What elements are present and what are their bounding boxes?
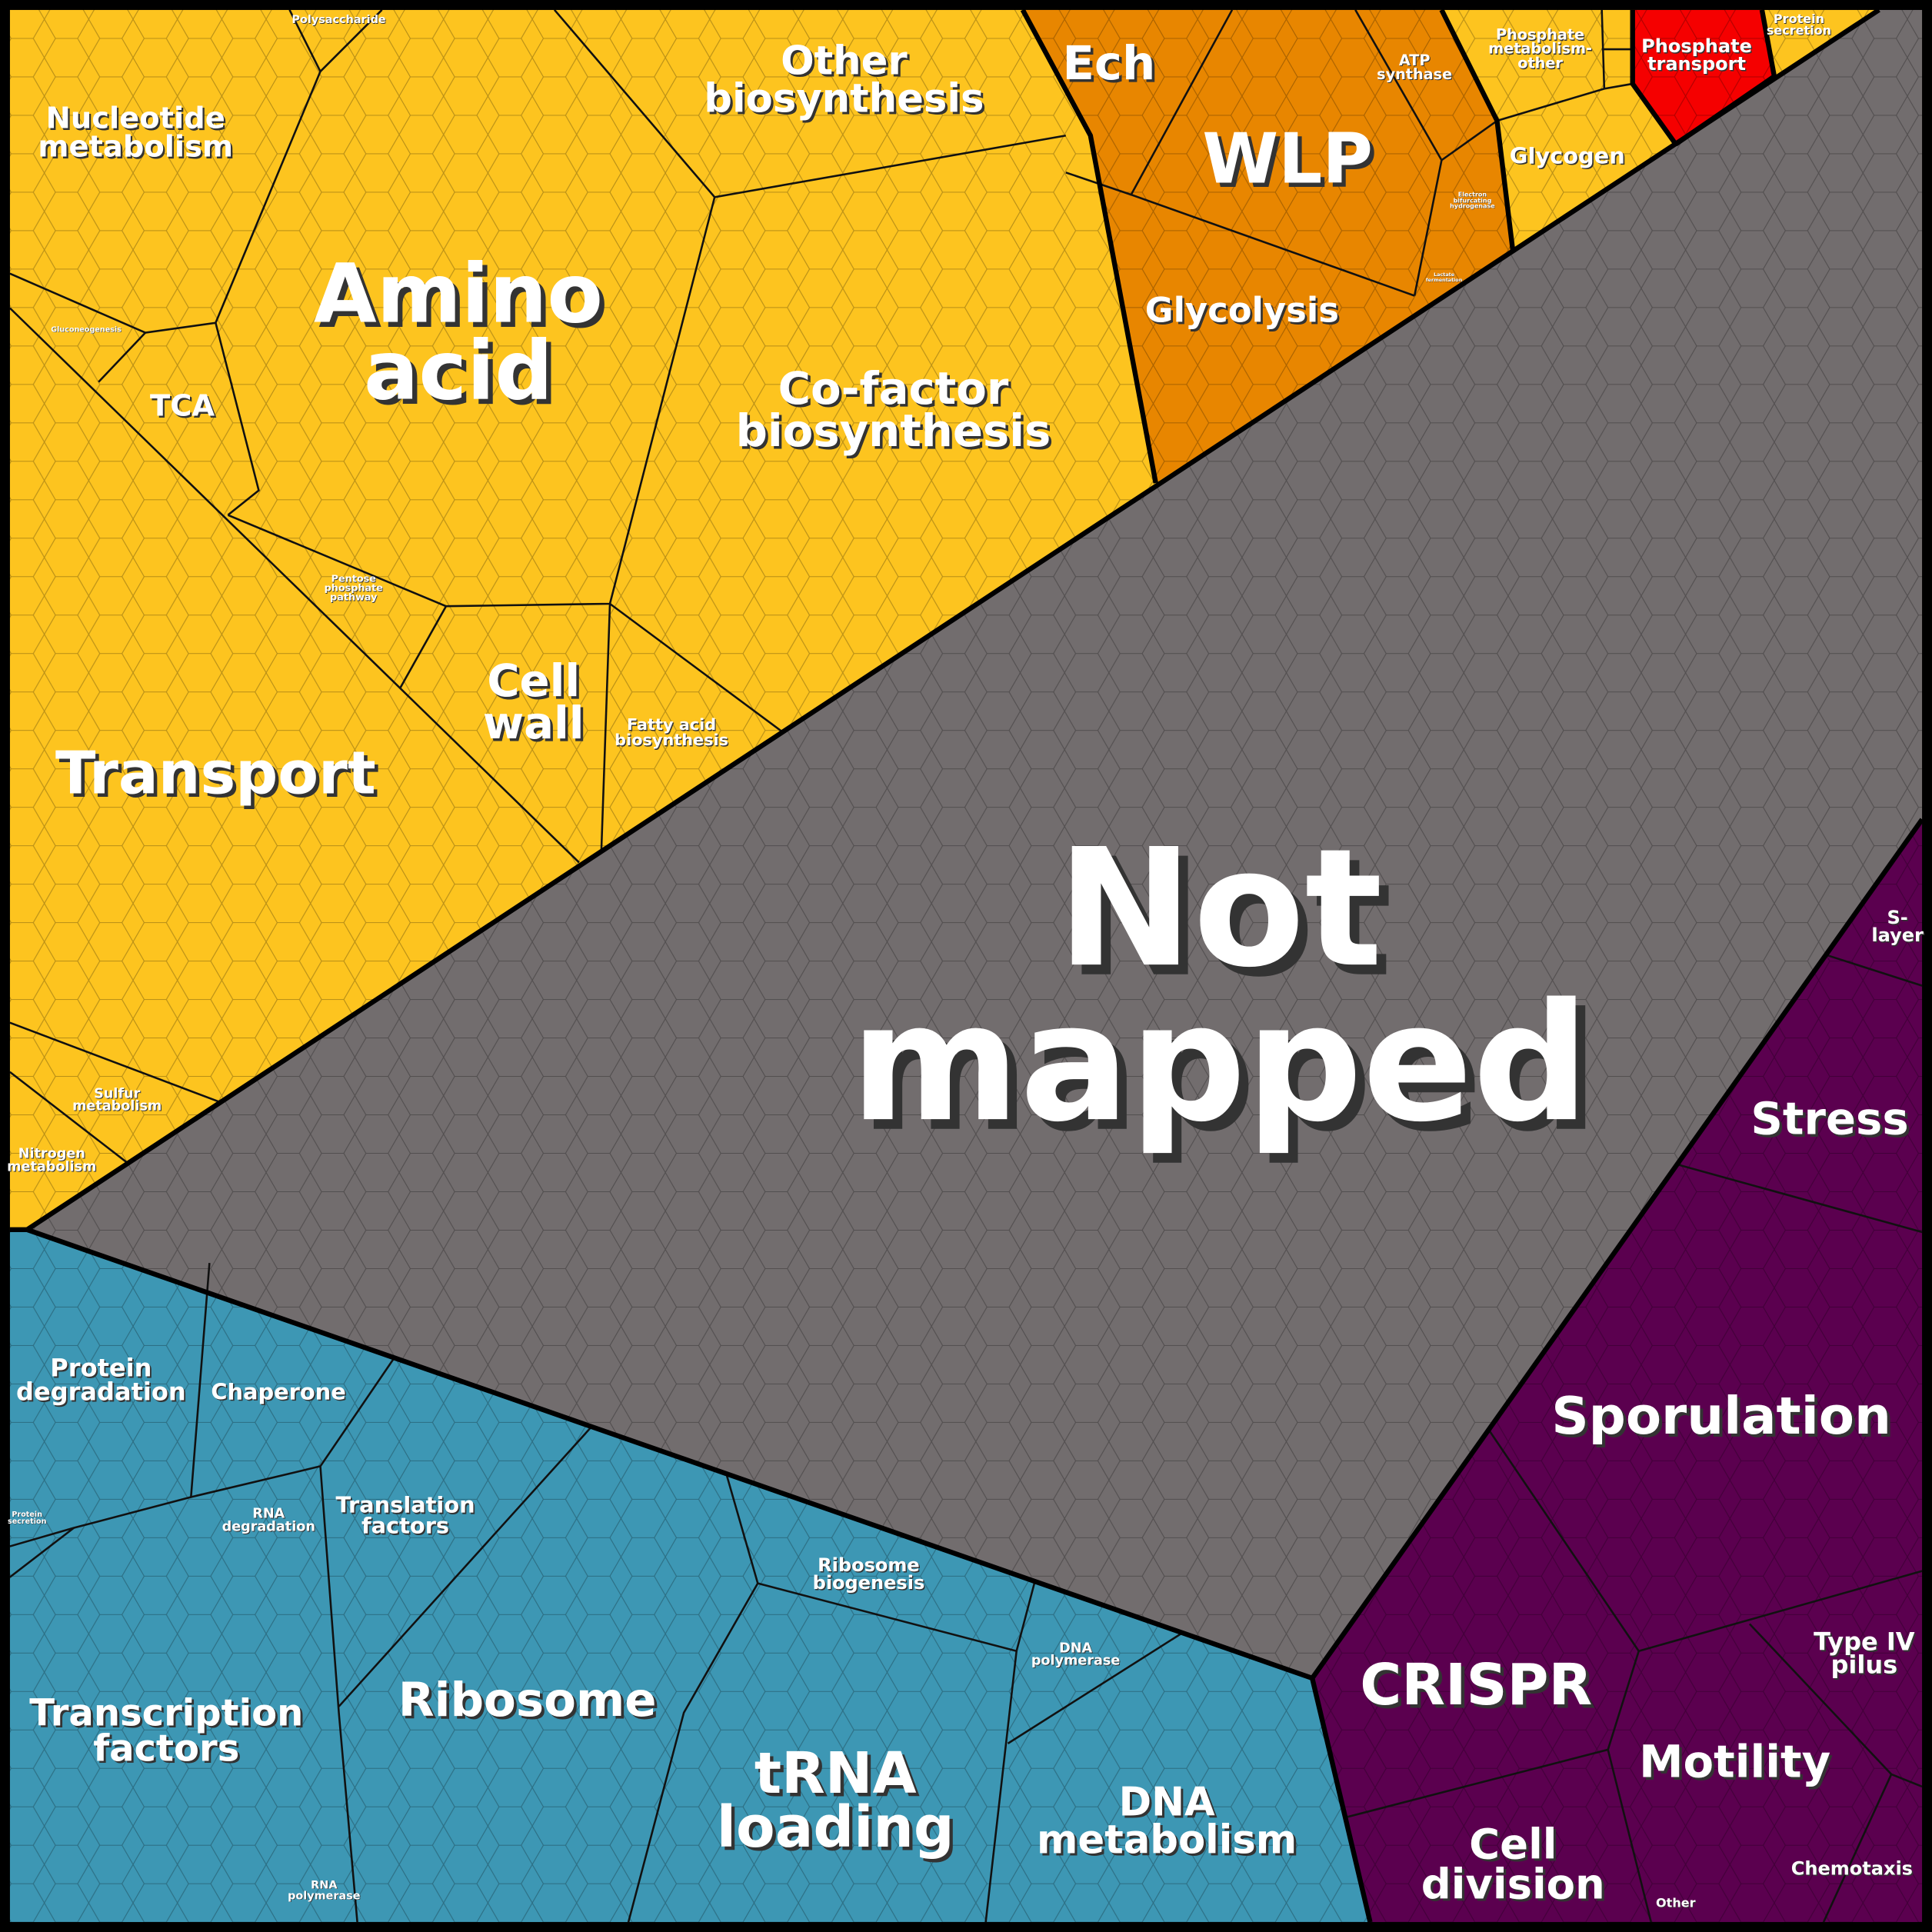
category-label: Nitrogen metabolism [7, 1146, 97, 1175]
category-boundary [1354, 9, 1443, 161]
category-label: TCA [150, 388, 215, 424]
category-boundary [1822, 1774, 1893, 1923]
group-boundary [1020, 8, 1158, 484]
category-boundary [1607, 1749, 1652, 1923]
category-label: Stress [1750, 1092, 1909, 1145]
category-label: Phosphate metabolism- other [1488, 25, 1592, 72]
category-boundary [1441, 119, 1498, 162]
category-label: WLP [1202, 119, 1374, 200]
category-label: Polysaccharide [291, 14, 386, 27]
category-label: Chemotaxis [1790, 1857, 1913, 1880]
category-label: Chaperone [211, 1378, 346, 1405]
category-label: Protein degradation [16, 1353, 186, 1407]
category-boundary [9, 1071, 130, 1165]
category-boundary [288, 9, 321, 72]
category-label: CRISPR [1360, 1652, 1593, 1718]
category-boundary [600, 603, 611, 853]
category-label: RNA polymerase [288, 1879, 361, 1903]
category-boundary [338, 1426, 592, 1707]
category-boundary [8, 307, 580, 864]
category-label: S- layer [1871, 906, 1924, 946]
category-label: Cell wall [482, 655, 585, 750]
category-boundary [215, 71, 321, 516]
category-boundary [1497, 82, 1633, 122]
category-label: ATP synthase [1377, 51, 1453, 84]
category-label: Type IV pilus [1814, 1627, 1915, 1680]
group-boundary [1439, 8, 1516, 253]
category-boundary [189, 1262, 395, 1499]
group-boundary [1630, 9, 1678, 146]
category-label: Ech [1062, 36, 1156, 92]
category-label: tRNA loading [716, 1741, 954, 1861]
category-label: DNA metabolism [1037, 1779, 1297, 1863]
category-label: RNA degradation [222, 1506, 315, 1534]
category-boundary [1677, 1163, 1923, 1234]
category-label: Glycogen [1509, 142, 1625, 169]
category-label: Ribosome biogenesis [812, 1554, 925, 1594]
category-boundary [609, 602, 784, 733]
category-label: Phosphate transport [1641, 35, 1752, 75]
category-boundary [1413, 160, 1443, 296]
category-label: Gluconeogenesis [51, 325, 122, 335]
group-boundary [1674, 9, 1777, 147]
category-label: Fatty acid biosynthesis [615, 715, 729, 750]
category-label: Sulfur metabolism [72, 1085, 162, 1114]
category-label: Cell division [1421, 1819, 1605, 1908]
category-label: Other [1656, 1894, 1696, 1910]
category-label: Ribosome [398, 1672, 657, 1727]
group-boundary [1310, 818, 1924, 1680]
category-label: Amino acid [313, 246, 604, 418]
category-label: Glycolysis [1144, 289, 1339, 331]
category-label: Protein secretion [7, 1510, 47, 1526]
category-label: Electron bifurcating hydrogenase [1450, 191, 1495, 210]
category-boundary [9, 1021, 222, 1104]
category-boundary [627, 1475, 759, 1923]
category-label: Transport [55, 739, 376, 808]
category-label: DNA polymerase [1031, 1640, 1121, 1669]
category-label: Lactate fermentation [1425, 271, 1463, 283]
category-label: Co-factor biosynthesis [735, 362, 1051, 458]
category-label: Protein secretion [1766, 11, 1832, 38]
category-boundary [98, 331, 146, 383]
category-label: Other biosynthesis [704, 38, 984, 122]
category-boundary [1825, 954, 1923, 987]
category-label: Motility [1639, 1735, 1831, 1788]
category-boundary [9, 1527, 75, 1578]
category-boundary [553, 8, 1066, 198]
category-boundary [1007, 1631, 1184, 1744]
category-label: Not mapped [850, 813, 1590, 1158]
category-boundary [227, 197, 716, 608]
category-label: Sporulation [1551, 1386, 1891, 1447]
category-boundary [319, 8, 383, 72]
category-label: Transcription factors [29, 1691, 304, 1770]
category-boundary [319, 1466, 358, 1923]
category-label: Pentose phosphate pathway [324, 573, 383, 604]
group-boundary [25, 8, 1880, 1232]
category-label: Translation factors [335, 1491, 475, 1539]
category-boundary [399, 605, 448, 688]
category-boundary [984, 1651, 1018, 1923]
category-label: Nucleotide metabolism [38, 101, 234, 165]
